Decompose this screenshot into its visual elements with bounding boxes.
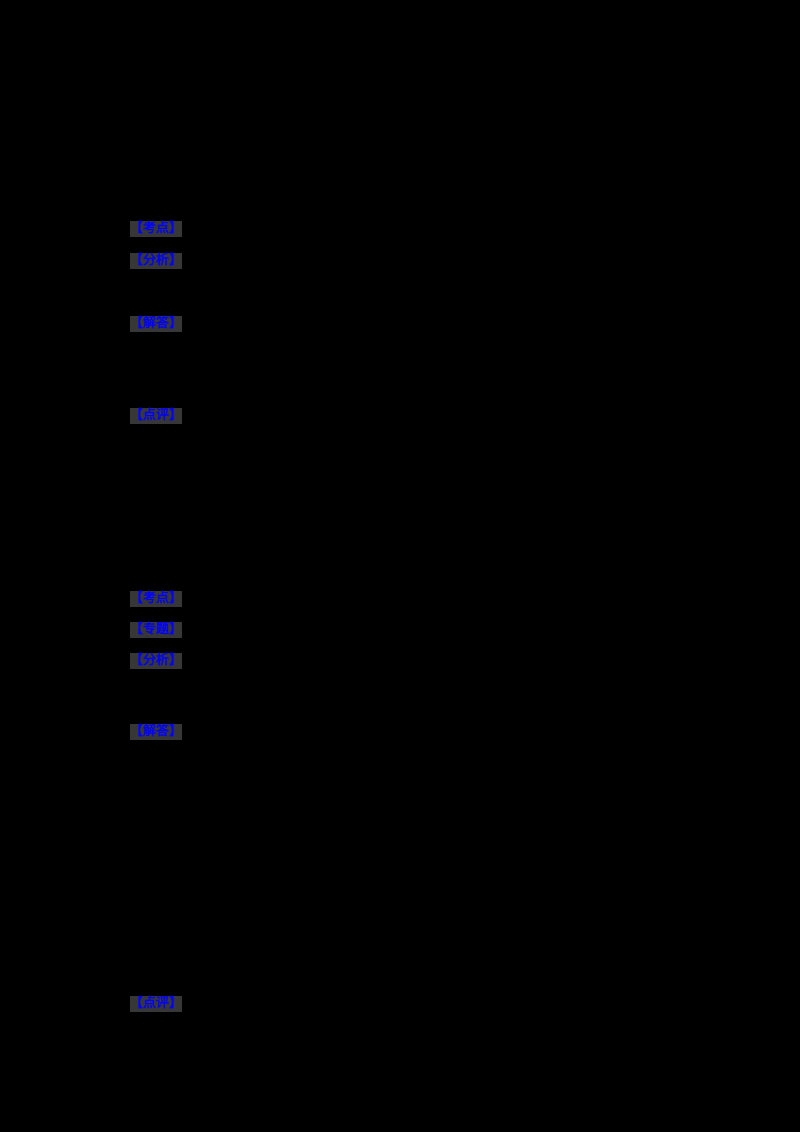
section-label-dianping-1: 【点评】 (130, 408, 183, 424)
section-label-dianping-2: 【点评】 (130, 996, 183, 1012)
section-label-zhuanti-2: 【专题】 (130, 622, 183, 638)
section-label-fenxi-2: 【分析】 (130, 653, 183, 669)
section-label-jieda-2: 【解答】 (130, 724, 183, 740)
section-label-jieda-1: 【解答】 (130, 316, 183, 332)
section-label-kaodian-1: 【考点】 (130, 221, 183, 237)
section-label-kaodian-2: 【考点】 (130, 591, 183, 607)
section-label-fenxi-1: 【分析】 (130, 253, 183, 269)
